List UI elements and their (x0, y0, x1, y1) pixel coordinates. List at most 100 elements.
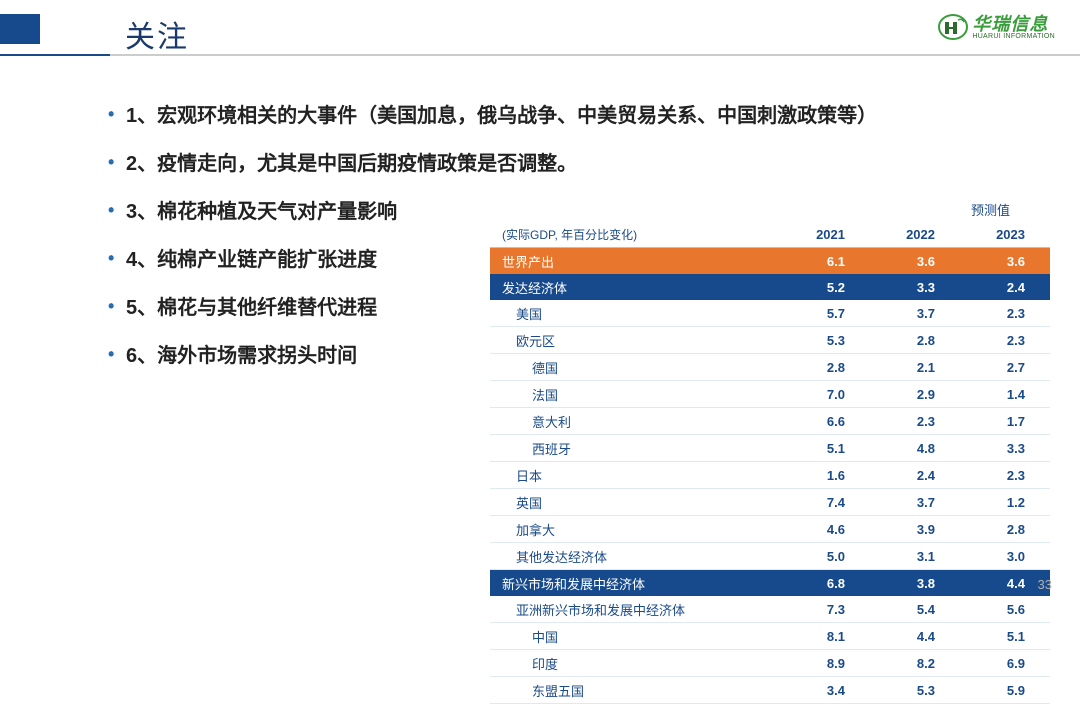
header-divider (0, 54, 1080, 56)
accent-bar (0, 14, 40, 44)
cell-value: 7.0 (780, 381, 870, 408)
logo-name-cn: 华瑞信息 (972, 15, 1055, 33)
row-label: 亚洲新兴市场和发展中经济体 (490, 596, 780, 623)
cell-value: 2.3 (870, 408, 960, 435)
cell-value: 1.7 (960, 408, 1050, 435)
row-label: 其他发达经济体 (490, 543, 780, 570)
table-row: 中国8.14.45.1 (490, 623, 1050, 650)
cell-value: 8.2 (870, 650, 960, 677)
row-label: 加拿大 (490, 516, 780, 543)
cell-value: 5.1 (960, 623, 1050, 650)
cell-value: 2.7 (960, 354, 1050, 381)
logo-text: 华瑞信息 HUARUI INFORMATION (972, 15, 1055, 40)
table-row: 世界产出6.13.63.6 (490, 248, 1050, 275)
cell-value: 3.0 (960, 543, 1050, 570)
row-label: 意大利 (490, 408, 780, 435)
table-row: 印度8.98.26.9 (490, 650, 1050, 677)
cell-value: 2.8 (960, 516, 1050, 543)
table-row: 西班牙5.14.83.3 (490, 435, 1050, 462)
row-label: 西班牙 (490, 435, 780, 462)
cell-value: 8.1 (780, 623, 870, 650)
logo-mark-icon (938, 14, 968, 40)
company-logo: 华瑞信息 HUARUI INFORMATION (938, 14, 1055, 40)
table-row: 欧元区5.32.82.3 (490, 327, 1050, 354)
row-label: 新兴市场和发展中经济体 (490, 570, 780, 597)
cell-value: 1.6 (780, 462, 870, 489)
row-label: 日本 (490, 462, 780, 489)
row-label: 美国 (490, 300, 780, 327)
bullet-item: 2、疫情走向，尤其是中国后期疫情政策是否调整。 (108, 150, 1060, 178)
col-header: 2021 (780, 222, 870, 248)
table-row: 亚洲新兴市场和发展中经济体7.35.45.6 (490, 596, 1050, 623)
cell-value: 5.4 (870, 596, 960, 623)
cell-value: 2.3 (960, 462, 1050, 489)
cell-value: 3.1 (870, 543, 960, 570)
row-label: 法国 (490, 381, 780, 408)
table-row: 加拿大4.63.92.8 (490, 516, 1050, 543)
cell-value: 2.3 (960, 300, 1050, 327)
row-label: 世界产出 (490, 248, 780, 275)
col-header: 2023 (960, 222, 1050, 248)
cell-value: 7.4 (780, 489, 870, 516)
row-label: 欧元区 (490, 327, 780, 354)
slide-title: 关注 (125, 12, 1080, 56)
data-table-container: 预测值 (实际GDP, 年百分比变化) 2021 2022 2023 世界产出6… (490, 200, 1050, 704)
forecast-label: 预测值 (490, 200, 1050, 219)
table-row: 英国7.43.71.2 (490, 489, 1050, 516)
cell-value: 3.6 (870, 248, 960, 275)
cell-value: 3.3 (870, 274, 960, 300)
cell-value: 1.2 (960, 489, 1050, 516)
table-row: 新兴市场和发展中经济体6.83.84.4 (490, 570, 1050, 597)
table-row: 发达经济体5.23.32.4 (490, 274, 1050, 300)
cell-value: 7.3 (780, 596, 870, 623)
cell-value: 8.9 (780, 650, 870, 677)
cell-value: 5.3 (780, 327, 870, 354)
slide-header: 关注 华瑞信息 HUARUI INFORMATION (0, 0, 1080, 55)
cell-value: 5.2 (780, 274, 870, 300)
cell-value: 6.9 (960, 650, 1050, 677)
table-row: 美国5.73.72.3 (490, 300, 1050, 327)
table-row: 法国7.02.91.4 (490, 381, 1050, 408)
cell-value: 5.6 (960, 596, 1050, 623)
header-divider-accent (0, 54, 110, 56)
cell-value: 4.4 (870, 623, 960, 650)
table-row: 东盟五国3.45.35.9 (490, 677, 1050, 704)
cell-value: 2.8 (870, 327, 960, 354)
cell-value: 1.4 (960, 381, 1050, 408)
page-number: 33 (1038, 577, 1052, 592)
cell-value: 3.9 (870, 516, 960, 543)
cell-value: 2.4 (960, 274, 1050, 300)
cell-value: 2.3 (960, 327, 1050, 354)
table-row: 日本1.62.42.3 (490, 462, 1050, 489)
cell-value: 3.7 (870, 489, 960, 516)
cell-value: 3.7 (870, 300, 960, 327)
cell-value: 4.8 (870, 435, 960, 462)
cell-value: 6.8 (780, 570, 870, 597)
cell-value: 5.1 (780, 435, 870, 462)
cell-value: 5.3 (870, 677, 960, 704)
cell-value: 6.1 (780, 248, 870, 275)
row-label: 印度 (490, 650, 780, 677)
cell-value: 2.4 (870, 462, 960, 489)
table-row: 其他发达经济体5.03.13.0 (490, 543, 1050, 570)
cell-value: 3.6 (960, 248, 1050, 275)
logo-name-en: HUARUI INFORMATION (972, 33, 1055, 40)
row-label: 中国 (490, 623, 780, 650)
cell-value: 2.9 (870, 381, 960, 408)
cell-value: 5.0 (780, 543, 870, 570)
row-label: 德国 (490, 354, 780, 381)
cell-value: 4.6 (780, 516, 870, 543)
bullet-item: 1、宏观环境相关的大事件（美国加息，俄乌战争、中美贸易关系、中国刺激政策等） (108, 102, 1060, 130)
row-label: 发达经济体 (490, 274, 780, 300)
cell-value: 3.8 (870, 570, 960, 597)
cell-value: 5.7 (780, 300, 870, 327)
cell-value: 3.3 (960, 435, 1050, 462)
table-row: 意大利6.62.31.7 (490, 408, 1050, 435)
cell-value: 3.4 (780, 677, 870, 704)
row-label: 东盟五国 (490, 677, 780, 704)
cell-value: 6.6 (780, 408, 870, 435)
table-body: 世界产出6.13.63.6发达经济体5.23.32.4美国5.73.72.3欧元… (490, 248, 1050, 704)
table-header-note: (实际GDP, 年百分比变化) (490, 222, 780, 248)
cell-value: 4.4 (960, 570, 1050, 597)
cell-value: 5.9 (960, 677, 1050, 704)
